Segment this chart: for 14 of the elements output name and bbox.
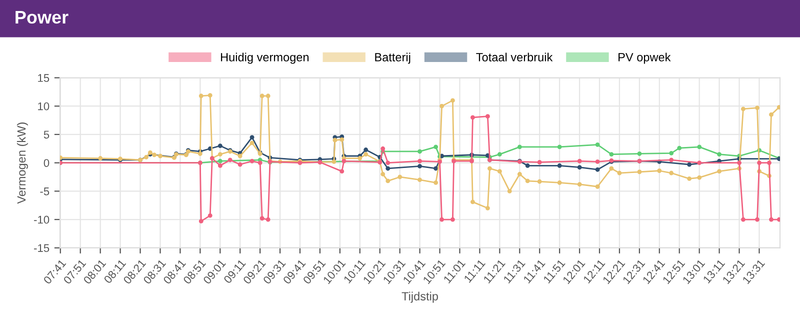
x-axis-title: Tijdstip [402, 292, 438, 303]
y-axis-title: Vermogen (kW) [16, 122, 28, 204]
y-tick-label: 15 [38, 74, 50, 82]
legend-label: Totaal verbruik [476, 52, 553, 62]
y-tick-label: 0 [44, 159, 50, 167]
y-tick-label: -15 [34, 244, 50, 252]
y-tick-label: -10 [34, 216, 50, 224]
legend-label: PV opwek [618, 52, 671, 64]
legend-label: Batterij [375, 52, 410, 64]
legend-label: Huidig vermogen [221, 52, 309, 64]
y-tick-label: 5 [44, 130, 50, 139]
y-tick-label: 10 [38, 102, 50, 110]
y-tick-label: -5 [40, 188, 50, 196]
chart-title: Power [16, 11, 68, 24]
